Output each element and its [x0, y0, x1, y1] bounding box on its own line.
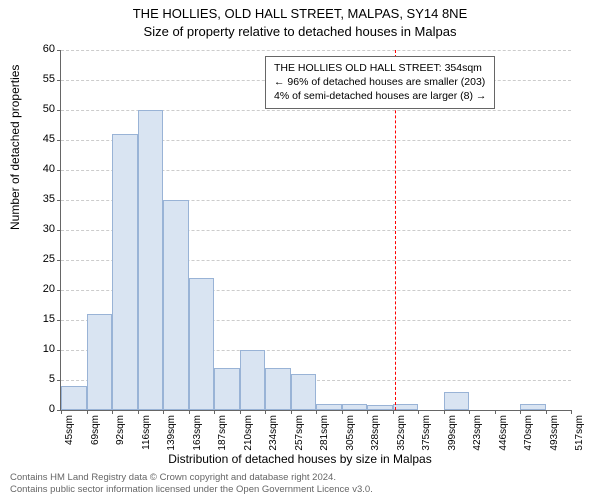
xtick-mark	[240, 410, 241, 414]
xtick-label: 281sqm	[319, 415, 330, 459]
ytick-mark	[57, 80, 61, 81]
histogram-bar	[214, 368, 240, 410]
xtick-mark	[189, 410, 190, 414]
xtick-mark	[520, 410, 521, 414]
ytick-label: 0	[15, 403, 55, 415]
ytick-mark	[57, 200, 61, 201]
ytick-label: 45	[15, 133, 55, 145]
xtick-label: 375sqm	[421, 415, 432, 459]
ytick-mark	[57, 110, 61, 111]
histogram-bar	[61, 386, 87, 410]
chart-title-sub: Size of property relative to detached ho…	[0, 24, 600, 39]
ytick-label: 30	[15, 223, 55, 235]
histogram-bar	[291, 374, 317, 410]
ytick-mark	[57, 140, 61, 141]
xtick-label: 139sqm	[166, 415, 177, 459]
histogram-bar	[393, 404, 419, 410]
xtick-label: 305sqm	[345, 415, 356, 459]
histogram-bar	[316, 404, 342, 410]
xtick-mark	[418, 410, 419, 414]
histogram-bar	[520, 404, 546, 410]
xtick-label: 69sqm	[90, 415, 101, 459]
footer-line-1: Contains HM Land Registry data © Crown c…	[10, 472, 373, 484]
xtick-label: 493sqm	[549, 415, 560, 459]
annotation-line: 4% of semi-detached houses are larger (8…	[274, 89, 486, 103]
ytick-label: 5	[15, 373, 55, 385]
xtick-label: 517sqm	[574, 415, 585, 459]
ytick-label: 50	[15, 103, 55, 115]
histogram-bar	[367, 405, 393, 410]
xtick-mark	[342, 410, 343, 414]
histogram-bar	[342, 404, 368, 410]
ytick-mark	[57, 50, 61, 51]
xtick-mark	[444, 410, 445, 414]
ytick-label: 25	[15, 253, 55, 265]
ytick-label: 35	[15, 193, 55, 205]
footer-attribution: Contains HM Land Registry data © Crown c…	[10, 472, 373, 496]
xtick-mark	[393, 410, 394, 414]
histogram-bar	[240, 350, 266, 410]
ytick-mark	[57, 260, 61, 261]
xtick-label: 446sqm	[498, 415, 509, 459]
plot-area: THE HOLLIES OLD HALL STREET: 354sqm← 96%…	[60, 50, 571, 411]
xtick-label: 163sqm	[192, 415, 203, 459]
xtick-mark	[61, 410, 62, 414]
histogram-bar	[444, 392, 470, 410]
xtick-mark	[571, 410, 572, 414]
xtick-mark	[469, 410, 470, 414]
ytick-label: 20	[15, 283, 55, 295]
ytick-mark	[57, 230, 61, 231]
ytick-mark	[57, 290, 61, 291]
xtick-label: 399sqm	[447, 415, 458, 459]
histogram-bar	[112, 134, 138, 410]
xtick-mark	[265, 410, 266, 414]
footer-line-2: Contains public sector information licen…	[10, 484, 373, 496]
xtick-label: 234sqm	[268, 415, 279, 459]
ytick-label: 60	[15, 43, 55, 55]
xtick-label: 423sqm	[472, 415, 483, 459]
ytick-mark	[57, 170, 61, 171]
xtick-mark	[367, 410, 368, 414]
gridline	[61, 50, 571, 51]
xtick-mark	[87, 410, 88, 414]
xtick-label: 116sqm	[141, 415, 152, 459]
histogram-bar	[138, 110, 164, 410]
xtick-mark	[214, 410, 215, 414]
xtick-mark	[316, 410, 317, 414]
annotation-box: THE HOLLIES OLD HALL STREET: 354sqm← 96%…	[265, 56, 495, 109]
histogram-bar	[87, 314, 113, 410]
xtick-mark	[291, 410, 292, 414]
ytick-mark	[57, 380, 61, 381]
xtick-label: 328sqm	[370, 415, 381, 459]
chart-title-main: THE HOLLIES, OLD HALL STREET, MALPAS, SY…	[0, 6, 600, 21]
xtick-label: 187sqm	[217, 415, 228, 459]
ytick-mark	[57, 350, 61, 351]
ytick-mark	[57, 320, 61, 321]
xtick-label: 92sqm	[115, 415, 126, 459]
xtick-label: 352sqm	[396, 415, 407, 459]
xtick-mark	[163, 410, 164, 414]
xtick-mark	[112, 410, 113, 414]
xtick-label: 470sqm	[523, 415, 534, 459]
ytick-label: 15	[15, 313, 55, 325]
histogram-bar	[189, 278, 215, 410]
xtick-label: 257sqm	[294, 415, 305, 459]
y-axis-label: Number of detached properties	[8, 65, 22, 230]
histogram-bar	[265, 368, 291, 410]
xtick-label: 45sqm	[64, 415, 75, 459]
annotation-line: ← 96% of detached houses are smaller (20…	[274, 75, 486, 89]
xtick-mark	[495, 410, 496, 414]
xtick-label: 210sqm	[243, 415, 254, 459]
ytick-label: 40	[15, 163, 55, 175]
annotation-line: THE HOLLIES OLD HALL STREET: 354sqm	[274, 61, 486, 75]
histogram-bar	[163, 200, 189, 410]
ytick-label: 55	[15, 73, 55, 85]
ytick-label: 10	[15, 343, 55, 355]
xtick-mark	[546, 410, 547, 414]
xtick-mark	[138, 410, 139, 414]
